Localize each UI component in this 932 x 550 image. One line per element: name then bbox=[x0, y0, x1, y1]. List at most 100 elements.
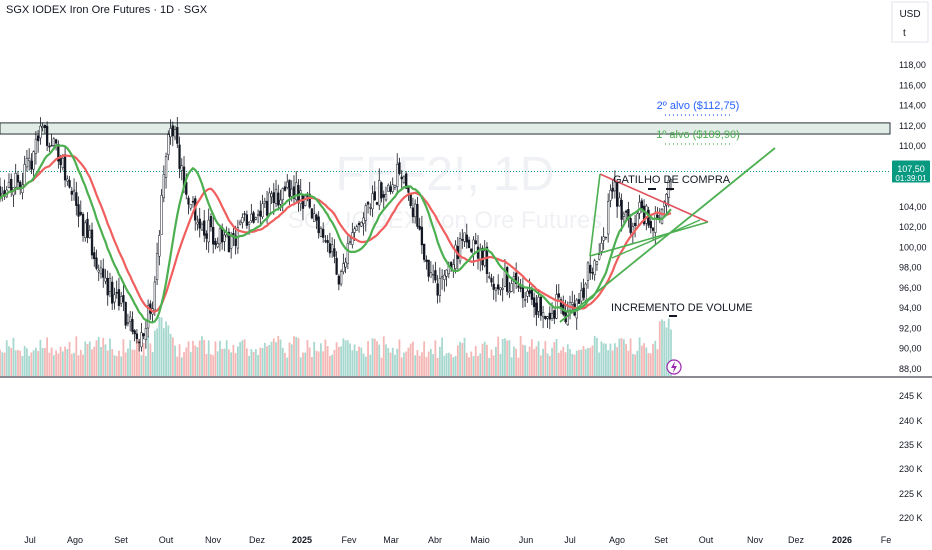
volume-bar bbox=[438, 346, 441, 376]
volume-bar bbox=[19, 350, 22, 376]
volume-bar bbox=[165, 321, 167, 376]
volume-bar bbox=[486, 344, 488, 376]
volume-bar bbox=[371, 338, 374, 376]
volume-bar bbox=[189, 352, 192, 376]
volume-bar bbox=[369, 354, 372, 376]
volume-bar bbox=[490, 349, 493, 376]
candle-body bbox=[66, 178, 69, 182]
candle-body bbox=[52, 138, 56, 146]
volume-axis[interactable]: 245 K 240 K 235 K 230 K 225 K 220 K bbox=[899, 391, 923, 523]
volume-bar bbox=[243, 339, 246, 376]
volume-bar bbox=[622, 339, 625, 376]
volume-bar bbox=[270, 341, 273, 376]
volume-bar bbox=[584, 349, 587, 376]
volume-bar bbox=[665, 327, 668, 376]
candle-body bbox=[557, 293, 560, 298]
volume-bar bbox=[376, 341, 378, 376]
volume-bar bbox=[250, 349, 253, 376]
volume-bar bbox=[573, 354, 576, 376]
time-tick-label: Set bbox=[114, 535, 128, 545]
candle-body bbox=[494, 287, 498, 291]
time-tick-label: Nov bbox=[205, 535, 222, 545]
price-axis[interactable]: 118,00116,00114,00112,00110,00108,00104,… bbox=[899, 60, 927, 374]
time-tick-label: Fe bbox=[881, 535, 892, 545]
candle-body bbox=[378, 180, 381, 206]
candle-body bbox=[600, 242, 603, 252]
volume-bar bbox=[174, 345, 176, 376]
candle-body bbox=[310, 208, 314, 219]
volume-bar bbox=[279, 339, 282, 376]
time-tick-label: Ago bbox=[67, 535, 83, 545]
price-tick-label: 102,00 bbox=[899, 222, 927, 232]
volume-bar bbox=[129, 340, 132, 376]
time-axis[interactable]: Jul Ago Set Out Nov Dez 2025 Fev Mar Abr Maio Jun Ju… bbox=[24, 535, 891, 545]
volume-bar bbox=[232, 344, 235, 376]
candle-body bbox=[252, 212, 255, 223]
volume-bar bbox=[474, 345, 477, 376]
candle-body bbox=[117, 289, 121, 306]
volume-bar bbox=[398, 339, 401, 376]
volume-bar bbox=[295, 336, 298, 376]
volume-bar bbox=[600, 341, 603, 376]
candle-body bbox=[234, 235, 237, 246]
price-tick-label: 112,00 bbox=[899, 121, 926, 131]
volume-bar bbox=[571, 353, 574, 376]
ma-fast-line bbox=[0, 144, 672, 324]
candle-body bbox=[541, 312, 545, 318]
candle-body bbox=[250, 213, 253, 221]
volume-bar bbox=[37, 350, 40, 376]
candle-body bbox=[613, 181, 617, 192]
volume-bar bbox=[638, 337, 641, 376]
candle-body bbox=[99, 267, 103, 275]
candle-body bbox=[324, 240, 327, 242]
candle-body bbox=[322, 228, 325, 238]
candle-body bbox=[515, 272, 518, 284]
price-tick-label: 90,00 bbox=[899, 344, 922, 354]
candle-body bbox=[28, 157, 31, 162]
candle-body bbox=[396, 164, 399, 187]
candle-body bbox=[113, 294, 116, 303]
candle-body bbox=[458, 238, 462, 262]
volume-bar bbox=[355, 350, 358, 376]
candle-body bbox=[106, 278, 109, 296]
candle-body bbox=[317, 216, 320, 234]
volume-bar bbox=[517, 357, 520, 376]
volume-bar bbox=[333, 350, 336, 376]
volume-bar bbox=[530, 339, 533, 376]
lightning-icon[interactable] bbox=[666, 359, 682, 375]
candle-body bbox=[481, 247, 484, 266]
candle-body bbox=[153, 281, 156, 311]
candle-body bbox=[84, 222, 87, 238]
candle-body bbox=[218, 228, 222, 245]
volume-bar bbox=[420, 352, 423, 376]
candle-body bbox=[375, 201, 379, 205]
triangle-bottom-line bbox=[589, 221, 709, 257]
volume-bar bbox=[344, 340, 347, 376]
volume-bar bbox=[178, 344, 181, 376]
volume-bar bbox=[328, 355, 331, 376]
candle-body bbox=[131, 319, 134, 332]
candle-body bbox=[548, 312, 551, 320]
candle-body bbox=[431, 273, 435, 276]
volume-bar bbox=[277, 336, 280, 376]
volume-bar bbox=[151, 352, 154, 376]
price-tick-label: 100,00 bbox=[899, 242, 927, 252]
volume-bar bbox=[261, 348, 264, 376]
volume-bar bbox=[346, 340, 349, 376]
uptrend-line bbox=[559, 147, 776, 323]
time-tick-label: Mar bbox=[383, 535, 399, 545]
volume-bar bbox=[48, 352, 51, 376]
candle-body bbox=[427, 259, 430, 277]
volume-bar bbox=[39, 339, 42, 376]
candle-body bbox=[589, 264, 592, 274]
volume-bar bbox=[216, 351, 219, 376]
candle-body bbox=[299, 190, 302, 204]
candle-body bbox=[290, 188, 293, 197]
price-tick-label: 116,00 bbox=[899, 80, 926, 90]
currency-label[interactable]: USD bbox=[899, 9, 920, 20]
unit-label[interactable]: t bbox=[903, 28, 906, 39]
volume-bar bbox=[160, 317, 163, 376]
volume-bar bbox=[373, 338, 376, 376]
time-tick-label: Jun bbox=[519, 535, 534, 545]
